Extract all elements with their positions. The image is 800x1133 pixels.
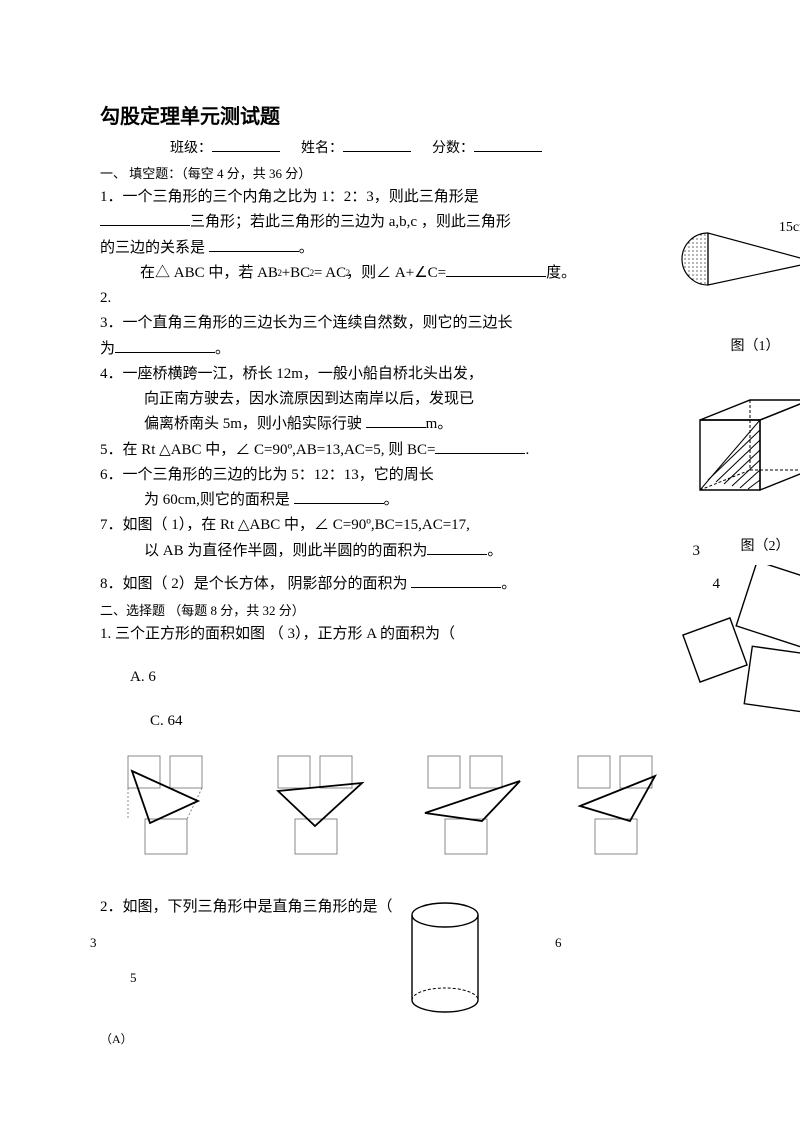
figure-3 bbox=[670, 565, 800, 715]
q2-exp2: 2 bbox=[310, 267, 315, 281]
q5-blank bbox=[435, 440, 525, 454]
q1c-text: 的三边的关系是 bbox=[100, 240, 205, 256]
q4-line1: 4．一座桥横跨一江，桥长 12m，一般小船自桥北头出发， bbox=[100, 363, 760, 386]
q2-exp1: 2 bbox=[277, 267, 282, 281]
header-line: 班级： 姓名： 分数： bbox=[100, 137, 760, 157]
q1a-text: 1．一个三角形的三个内角之比为 1：2：3，则此三角形是 bbox=[100, 189, 479, 205]
s2-q1: 1. 三个正方形的面积如图 （ 3），正方形 A 的面积为（ bbox=[100, 623, 760, 646]
q8-period: 。 bbox=[501, 576, 516, 592]
q6-line2: 为 60cm,则它的面积是 。 bbox=[100, 489, 760, 512]
class-label: 班级： bbox=[170, 141, 212, 156]
s2-q1-optC: C. 64 bbox=[100, 710, 760, 733]
q8-line: 8．如图（ 2）是个长方体， 阴影部分的面积为 。 4 bbox=[100, 573, 760, 596]
score-label: 分数： bbox=[432, 141, 474, 156]
fig1-dim-a: 15cm bbox=[779, 220, 800, 236]
fig1-label: 图（1） bbox=[680, 335, 800, 355]
q4-unit: m。 bbox=[426, 416, 453, 432]
q4c-text: 偏离桥南头 5m，则小船实际行驶 bbox=[144, 416, 366, 432]
q7-line1: 7．如图（ 1），在 Rt △ABC 中，∠ C=90º,BC=15,AC=17… bbox=[100, 514, 760, 537]
name-blank bbox=[343, 138, 411, 152]
q7b-text: 以 AB 为直径作半圆，则此半圆的的面积为 bbox=[144, 543, 427, 559]
section2-head: 二、选择题 （每题 8 分，共 32 分） bbox=[100, 600, 760, 619]
q8-text: 8．如图（ 2）是个长方体， 阴影部分的面积为 bbox=[100, 576, 411, 592]
section1-head: 一、 填空题：（每空 4 分，共 36 分） bbox=[100, 163, 760, 182]
q2-line: 在△ ABC 中，若 AB2 +BC2 = AC2，则∠ A+∠C=度。 bbox=[100, 262, 760, 285]
q3-line1: 3．一个直角三角形的三边长为三个连续自然数，则它的三边长 bbox=[100, 312, 760, 335]
q4-line3: 偏离桥南头 5m，则小船实际行驶 m。 bbox=[100, 413, 760, 436]
q7-line2: 以 AB 为直径作半圆，则此半圆的的面积为。 3 bbox=[100, 540, 760, 563]
q5-text: 5．在 Rt △ABC 中，∠ C=90º,AB=13,AC=5, 则 BC= bbox=[100, 442, 435, 458]
q2-pre: 在△ ABC 中，若 AB bbox=[140, 265, 278, 281]
name-label: 姓名： bbox=[301, 141, 343, 156]
q3-num-c: 6 bbox=[555, 935, 562, 951]
q1-blank1 bbox=[100, 212, 190, 226]
q2-label: 2. bbox=[100, 287, 760, 310]
q1-period: 。 bbox=[299, 240, 314, 256]
q4-line2: 向正南方驶去，因水流原因到达南岸以后，发现已 bbox=[100, 388, 760, 411]
q3b-text: 为 bbox=[100, 341, 115, 357]
q6-line1: 6．一个三角形的三边的比为 5：12：13，它的周长 bbox=[100, 464, 760, 487]
q3-line2: 为。 bbox=[100, 338, 760, 361]
figure-1: 15cm 17cm 图（1） bbox=[680, 230, 800, 355]
q1-line2: 三角形；若此三角形的三边为 a,b,c ，则此三角形 bbox=[100, 211, 760, 234]
q6-period: 。 bbox=[384, 492, 399, 508]
figure-cylinder bbox=[400, 900, 490, 1020]
q7-period: 。 bbox=[487, 543, 502, 559]
s2-q1-optA: A. 6 bbox=[100, 666, 760, 689]
q3-period: 。 bbox=[215, 341, 230, 357]
s2-q2-optA: （A） bbox=[100, 1030, 133, 1047]
fig2-label: 图（2） bbox=[690, 535, 800, 555]
q2-blank bbox=[446, 263, 546, 277]
q2-exp3: 2 bbox=[346, 267, 351, 281]
q4-blank bbox=[366, 414, 426, 428]
choice-1 bbox=[120, 751, 230, 861]
q6b-text: 为 60cm,则它的面积是 bbox=[144, 492, 294, 508]
q3-num-a: 3 bbox=[90, 935, 97, 951]
score-blank bbox=[474, 138, 542, 152]
choice-2 bbox=[270, 751, 380, 861]
q1-line3: 的三边的关系是 。 bbox=[100, 237, 760, 260]
q2-unit: 度。 bbox=[546, 265, 576, 281]
q2-plus: +BC bbox=[278, 265, 310, 281]
choices-row bbox=[120, 751, 760, 861]
q2-eq: = AC bbox=[310, 265, 346, 281]
choice-4 bbox=[570, 751, 680, 861]
q1-line1: 1．一个三角形的三个内角之比为 1：2：3，则此三角形是 bbox=[100, 186, 760, 209]
q1-blank2 bbox=[209, 238, 299, 252]
q3-num-b: 5 bbox=[130, 970, 137, 986]
page-title: 勾股定理单元测试题 bbox=[100, 100, 760, 129]
q2-tail: ，则∠ A+∠C= bbox=[346, 265, 446, 281]
choice-3 bbox=[420, 751, 530, 861]
class-blank bbox=[212, 138, 280, 152]
q7-blank bbox=[427, 541, 487, 555]
q6-blank bbox=[294, 490, 384, 504]
q3-blank bbox=[115, 339, 215, 353]
q5-line: 5．在 Rt △ABC 中，∠ C=90º,AB=13,AC=5, 则 BC=. bbox=[100, 439, 760, 462]
q8-blank bbox=[411, 574, 501, 588]
q1b-text: 三角形；若此三角形的三边为 a,b,c ，则此三角形 bbox=[190, 214, 511, 230]
figure-2: 12 图（2） bbox=[690, 390, 800, 555]
